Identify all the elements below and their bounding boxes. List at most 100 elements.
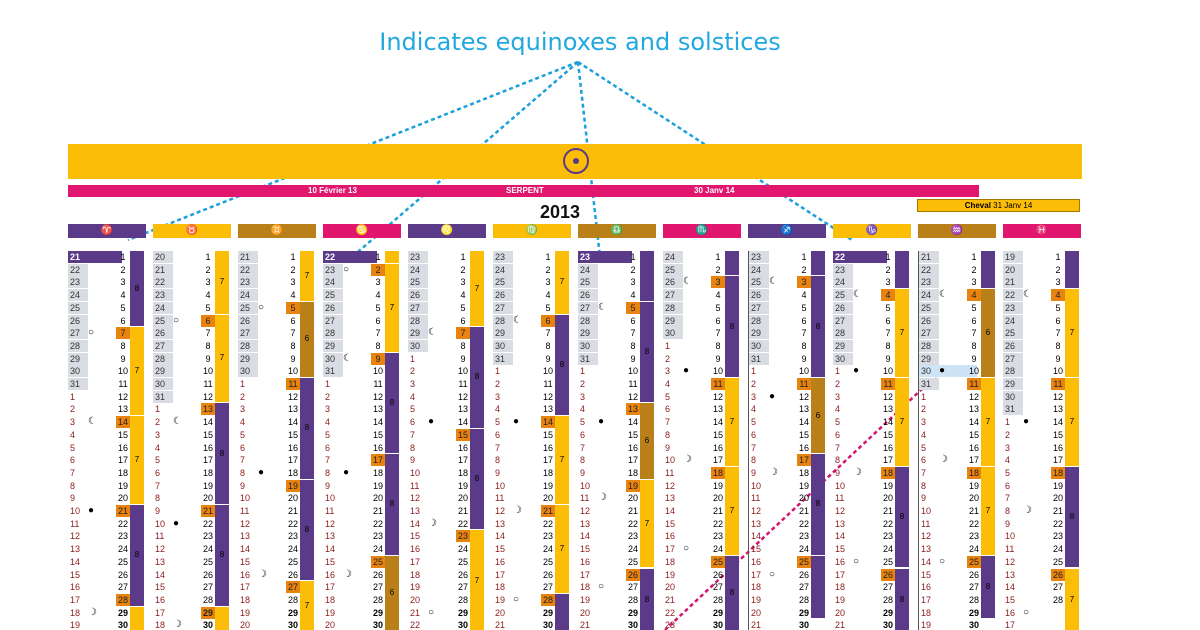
- month-day-cell: 4: [967, 289, 981, 302]
- month-day-cell: 12: [627, 391, 638, 402]
- month-day-cell: 5: [715, 302, 721, 313]
- sign-day-cell: 14: [835, 531, 846, 542]
- month-day-cell: 10: [117, 366, 128, 377]
- sign-day-cell: 2: [410, 366, 416, 377]
- month-day-cell: 11: [118, 379, 128, 389]
- sign-day-cell: 6: [410, 417, 416, 428]
- month-day-cell: 22: [117, 518, 128, 529]
- month-day-cell: 19: [457, 480, 468, 491]
- sign-day-cell: 23: [153, 289, 173, 302]
- sign-day-cell: 8: [410, 442, 416, 453]
- sign-day-cell: 27: [663, 289, 683, 302]
- month-day-cell: 12: [1052, 391, 1063, 402]
- month-day-cell: 27: [968, 582, 979, 593]
- segment-label: 7: [985, 505, 991, 515]
- month-day-cell: 24: [798, 544, 809, 555]
- moon-phase-icon: ☾: [1023, 289, 1032, 301]
- sign-day-cell: 22: [665, 607, 676, 618]
- month-day-cell: 12: [457, 391, 468, 402]
- month-day-cell: 21: [1052, 506, 1063, 516]
- month-day-cell: 6: [120, 315, 126, 326]
- segment-label: 7: [899, 416, 905, 426]
- month-day-cell: 2: [460, 264, 466, 275]
- sign-day-cell: 6: [835, 429, 841, 440]
- lunar-week-segment: 8: [300, 479, 314, 581]
- sign-day-cell: 4: [155, 442, 161, 453]
- sign-day-cell: 13: [1005, 569, 1016, 580]
- sign-day-cell: 30: [408, 339, 428, 352]
- month-day-cell: 19: [202, 480, 213, 491]
- sign-day-cell: 18: [665, 556, 676, 567]
- sign-day-cell: 12: [325, 518, 336, 529]
- month-day-cell: 3: [797, 276, 811, 289]
- sign-day-cell: 9: [70, 493, 76, 504]
- month-day-cell: 9: [630, 353, 636, 364]
- lunar-week-segment: 8: [385, 454, 399, 555]
- month-day-cell: 5: [375, 302, 381, 313]
- month-day-cell: 28: [968, 594, 979, 605]
- sign-day-cell: 1: [665, 340, 671, 351]
- month-day-cell: 10: [1052, 366, 1063, 377]
- month-day-cell: 7: [630, 328, 636, 339]
- month-day-cell: 15: [968, 429, 979, 440]
- sign-day-cell: 19: [70, 620, 81, 630]
- lunar-week-segment: [895, 251, 909, 289]
- month-day-cell: 21: [541, 505, 555, 517]
- lunar-week-segment: 7: [1065, 378, 1079, 466]
- segment-label: 6: [304, 334, 310, 344]
- month-day-cell: 6: [971, 315, 977, 326]
- month-day-cell: 27: [712, 582, 723, 593]
- sign-day-cell: 14: [1005, 582, 1016, 593]
- segment-label: 8: [729, 588, 735, 598]
- sign-day-cell: 17: [495, 569, 506, 580]
- sign-day-cell: 30: [238, 365, 258, 378]
- sign-day-cell: 20: [240, 620, 251, 630]
- month-day-cell: 10: [968, 366, 979, 377]
- sign-day-cell: 15: [325, 556, 336, 567]
- calendar-column-2: 20 21 22 23 24 25 ○ 26 27 28 29 30 31 1 2 ☾ 3 4 5 6 7 8 9 10 ● 11…: [153, 251, 231, 630]
- sign-day-cell: 6: [580, 429, 586, 440]
- month-day-cell: 17: [457, 455, 468, 466]
- sign-day-cell: 20: [580, 607, 591, 618]
- sign-day-cell: 12: [240, 518, 251, 529]
- sign-day-cell: 27: [578, 301, 598, 314]
- lunar-week-segment: 6: [981, 289, 995, 377]
- segment-label: 7: [474, 575, 480, 585]
- lunar-week-segment: 8: [300, 378, 314, 479]
- month-day-cell: 3: [885, 277, 891, 288]
- month-day-cell: 6: [460, 315, 466, 326]
- month-day-cell: 22: [542, 518, 553, 529]
- sign-day-cell: 27: [408, 301, 428, 314]
- month-day-cell: 7: [290, 328, 296, 339]
- sign-day-cell: 25: [408, 276, 428, 289]
- sign-day-cell: 14: [325, 544, 336, 555]
- sign-day-cell: 20: [325, 620, 336, 630]
- sign-day-cell: 13: [835, 518, 846, 529]
- month-day-cell: 8: [715, 340, 721, 351]
- sign-day-cell: 11: [835, 493, 845, 504]
- sign-day-cell: 29: [238, 352, 258, 365]
- month-day-cell: 6: [375, 315, 381, 326]
- month-day-cell: 29: [372, 607, 383, 618]
- month-day-cell: 1: [290, 252, 296, 262]
- sign-day-cell: 28: [68, 339, 88, 352]
- sign-day-cell: 15: [495, 544, 506, 555]
- month-day-cell: 27: [882, 582, 893, 593]
- month-day-cell: 2: [801, 264, 807, 275]
- sign-day-cell: 10: [751, 480, 762, 491]
- calendar-column-9: 23 24 25 ☾ 26 27 28 29 30 31 1 2 3 ● 4 5 6 7 8 9 ☽ 10 11 12 13 14…: [748, 251, 827, 630]
- month-day-cell: 26: [712, 569, 723, 580]
- month-day-cell: 3: [460, 277, 466, 288]
- lunar-week-segment: 7: [725, 466, 739, 555]
- sign-day-cell: 18: [155, 620, 166, 630]
- month-day-cell: 7: [801, 328, 807, 339]
- segment-label: 8: [559, 359, 565, 369]
- month-day-cell: 18: [287, 467, 298, 478]
- month-day-cell: 2: [885, 264, 891, 275]
- sign-day-cell: 1: [1005, 417, 1011, 428]
- moon-phase-icon: ●: [598, 416, 605, 428]
- moon-phase-icon: ☽: [88, 606, 97, 618]
- sign-day-cell: 16: [835, 556, 846, 567]
- sign-day-cell: 25: [578, 276, 598, 289]
- sign-day-cell: 18: [921, 607, 932, 618]
